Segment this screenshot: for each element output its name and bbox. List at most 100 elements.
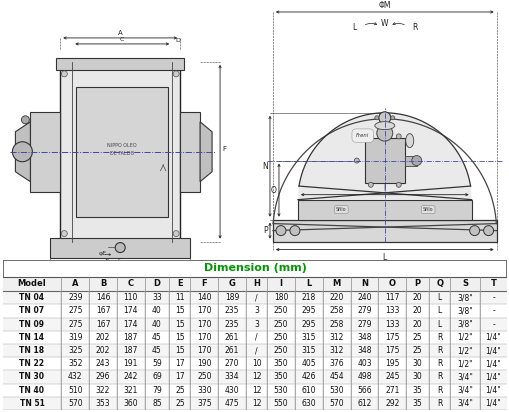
Text: D: D xyxy=(175,38,180,43)
Text: 279: 279 xyxy=(356,307,371,316)
Text: 140: 140 xyxy=(196,293,211,302)
Text: 170: 170 xyxy=(196,307,211,316)
Text: 202: 202 xyxy=(96,346,110,355)
Text: 117: 117 xyxy=(384,293,399,302)
Text: φE: φE xyxy=(101,259,109,264)
Text: NIPPO OLEO: NIPPO OLEO xyxy=(107,143,137,148)
Text: 250: 250 xyxy=(196,372,211,382)
Text: 15: 15 xyxy=(175,346,184,355)
Text: 570: 570 xyxy=(68,399,82,408)
Text: 191: 191 xyxy=(123,359,138,368)
Text: 250: 250 xyxy=(273,307,288,316)
Text: 85: 85 xyxy=(152,399,161,408)
Text: 239: 239 xyxy=(68,293,82,302)
Text: N: N xyxy=(360,279,367,288)
Text: 353: 353 xyxy=(96,399,110,408)
Circle shape xyxy=(374,116,378,120)
Text: R: R xyxy=(436,333,441,342)
Text: Dimension (mm): Dimension (mm) xyxy=(203,263,306,273)
Text: 40: 40 xyxy=(152,320,161,329)
Text: 1/4": 1/4" xyxy=(485,386,500,395)
Text: 376: 376 xyxy=(329,359,344,368)
Text: R: R xyxy=(436,359,441,368)
Text: 174: 174 xyxy=(123,320,138,329)
Text: Sfilo: Sfilo xyxy=(422,207,433,212)
Polygon shape xyxy=(200,122,212,182)
Text: 25: 25 xyxy=(175,386,184,395)
Bar xyxy=(3,291,506,304)
Text: 220: 220 xyxy=(329,293,343,302)
Text: 202: 202 xyxy=(96,333,110,342)
Bar xyxy=(3,370,506,384)
Bar xyxy=(3,304,506,318)
Text: R: R xyxy=(411,23,416,33)
Text: 170: 170 xyxy=(196,320,211,329)
Text: TN 30: TN 30 xyxy=(19,372,44,382)
Text: 295: 295 xyxy=(301,320,316,329)
Text: 250: 250 xyxy=(273,320,288,329)
Text: P: P xyxy=(414,279,420,288)
Text: 292: 292 xyxy=(384,399,399,408)
Text: 243: 243 xyxy=(96,359,110,368)
Text: I: I xyxy=(279,279,282,288)
Text: 3: 3 xyxy=(253,307,259,316)
Circle shape xyxy=(275,226,286,236)
Circle shape xyxy=(367,134,373,139)
Text: T: T xyxy=(490,279,496,288)
Text: 325: 325 xyxy=(68,346,82,355)
Text: 475: 475 xyxy=(224,399,239,408)
Text: 167: 167 xyxy=(96,307,110,316)
Text: 295: 295 xyxy=(301,307,316,316)
Text: TN 04: TN 04 xyxy=(19,293,44,302)
Text: 352: 352 xyxy=(68,359,82,368)
Text: -: - xyxy=(491,320,494,329)
Text: 35: 35 xyxy=(412,399,421,408)
Text: 334: 334 xyxy=(224,372,239,382)
Text: C: C xyxy=(120,37,124,42)
Text: O: O xyxy=(388,279,395,288)
Text: 245: 245 xyxy=(384,372,399,382)
Text: 218: 218 xyxy=(301,293,316,302)
Circle shape xyxy=(390,116,394,120)
Text: 498: 498 xyxy=(356,372,371,382)
Text: Sfilo: Sfilo xyxy=(335,207,346,212)
Text: 133: 133 xyxy=(384,320,399,329)
Text: 530: 530 xyxy=(273,386,288,395)
Text: 510: 510 xyxy=(68,386,82,395)
Text: 133: 133 xyxy=(384,307,399,316)
Text: 17: 17 xyxy=(175,372,184,382)
Text: -: - xyxy=(491,293,494,302)
Text: 258: 258 xyxy=(329,320,343,329)
Text: 261: 261 xyxy=(224,333,239,342)
Text: P: P xyxy=(263,226,267,235)
Text: 1/4": 1/4" xyxy=(485,333,500,342)
Text: 1/4": 1/4" xyxy=(485,372,500,382)
Text: 1/4": 1/4" xyxy=(485,359,500,368)
Text: 1/2": 1/2" xyxy=(456,359,472,368)
Text: 235: 235 xyxy=(224,307,239,316)
Text: 426: 426 xyxy=(301,372,316,382)
Text: 17: 17 xyxy=(175,359,184,368)
Text: 1/2": 1/2" xyxy=(456,346,472,355)
Bar xyxy=(297,200,471,220)
Text: 250: 250 xyxy=(273,333,288,342)
Text: O: O xyxy=(271,185,276,194)
Text: 530: 530 xyxy=(329,386,344,395)
Bar xyxy=(3,318,506,331)
Text: 35: 35 xyxy=(412,386,421,395)
Text: I: I xyxy=(383,184,385,193)
Text: 175: 175 xyxy=(384,333,399,342)
Text: 430: 430 xyxy=(224,386,239,395)
Text: 240: 240 xyxy=(356,293,371,302)
Text: L: L xyxy=(382,253,386,262)
Text: L: L xyxy=(306,279,311,288)
Text: -: - xyxy=(491,307,494,316)
Text: 25: 25 xyxy=(175,399,184,408)
Bar xyxy=(60,62,180,241)
Text: L: L xyxy=(437,320,441,329)
Text: 187: 187 xyxy=(123,333,138,342)
Text: B: B xyxy=(100,279,106,288)
Bar xyxy=(31,112,60,192)
Text: H: H xyxy=(194,260,199,265)
Circle shape xyxy=(61,231,67,236)
